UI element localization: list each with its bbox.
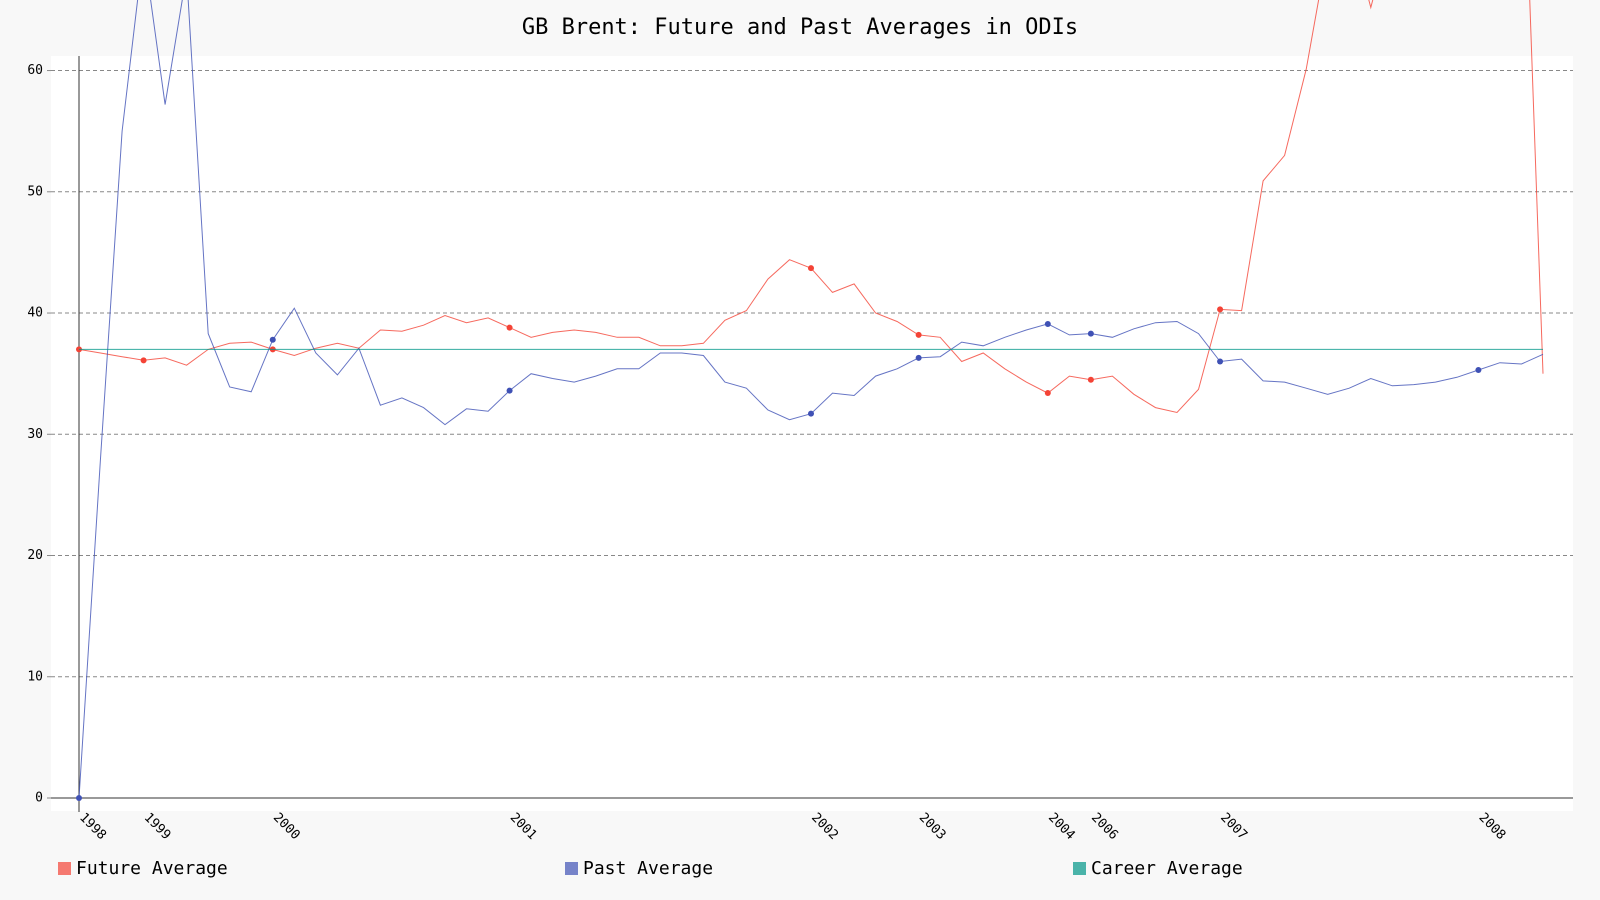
x-tick-label: 2004 — [1045, 810, 1078, 843]
x-tick-label: 2008 — [1476, 810, 1509, 843]
data-point — [140, 357, 147, 364]
data-point — [76, 795, 82, 801]
legend-swatch — [565, 862, 578, 875]
x-tick-label: 1998 — [76, 810, 109, 843]
x-tick-label: 2001 — [507, 810, 540, 843]
data-point — [1475, 367, 1482, 374]
y-tick-label: 50 — [27, 184, 43, 199]
data-point — [1087, 376, 1094, 383]
y-tick-label: 20 — [27, 548, 43, 563]
data-point — [1217, 306, 1224, 313]
data-point — [506, 387, 513, 394]
legend-swatch — [58, 862, 71, 875]
y-tick-label: 60 — [27, 63, 43, 78]
y-tick-label: 40 — [27, 306, 43, 321]
legend-label: Future Average — [76, 858, 228, 879]
data-point — [1044, 390, 1051, 397]
data-point — [808, 410, 814, 417]
y-tick-label: 30 — [27, 427, 43, 442]
y-tick-label: 0 — [35, 791, 43, 806]
x-tick-label: 2000 — [270, 810, 303, 843]
data-point — [1044, 320, 1051, 327]
x-tick-label: 2003 — [916, 810, 949, 843]
legend-label: Past Average — [583, 858, 713, 879]
data-point — [269, 336, 276, 343]
data-point — [1217, 358, 1224, 365]
data-point — [808, 265, 814, 272]
data-point — [506, 324, 513, 331]
chart-title: GB Brent: Future and Past Averages in OD… — [522, 15, 1078, 40]
x-tick-label: 2006 — [1088, 810, 1121, 843]
x-tick-label: 1999 — [141, 810, 174, 843]
data-point — [915, 354, 922, 361]
data-point — [915, 331, 922, 338]
legend-label: Career Average — [1091, 858, 1243, 879]
x-tick-label: 2007 — [1217, 810, 1250, 843]
y-tick-label: 10 — [27, 669, 43, 684]
legend-swatch — [1073, 862, 1086, 875]
plot-background — [51, 56, 1573, 811]
x-tick-label: 2002 — [808, 810, 841, 843]
data-point — [1087, 330, 1094, 337]
